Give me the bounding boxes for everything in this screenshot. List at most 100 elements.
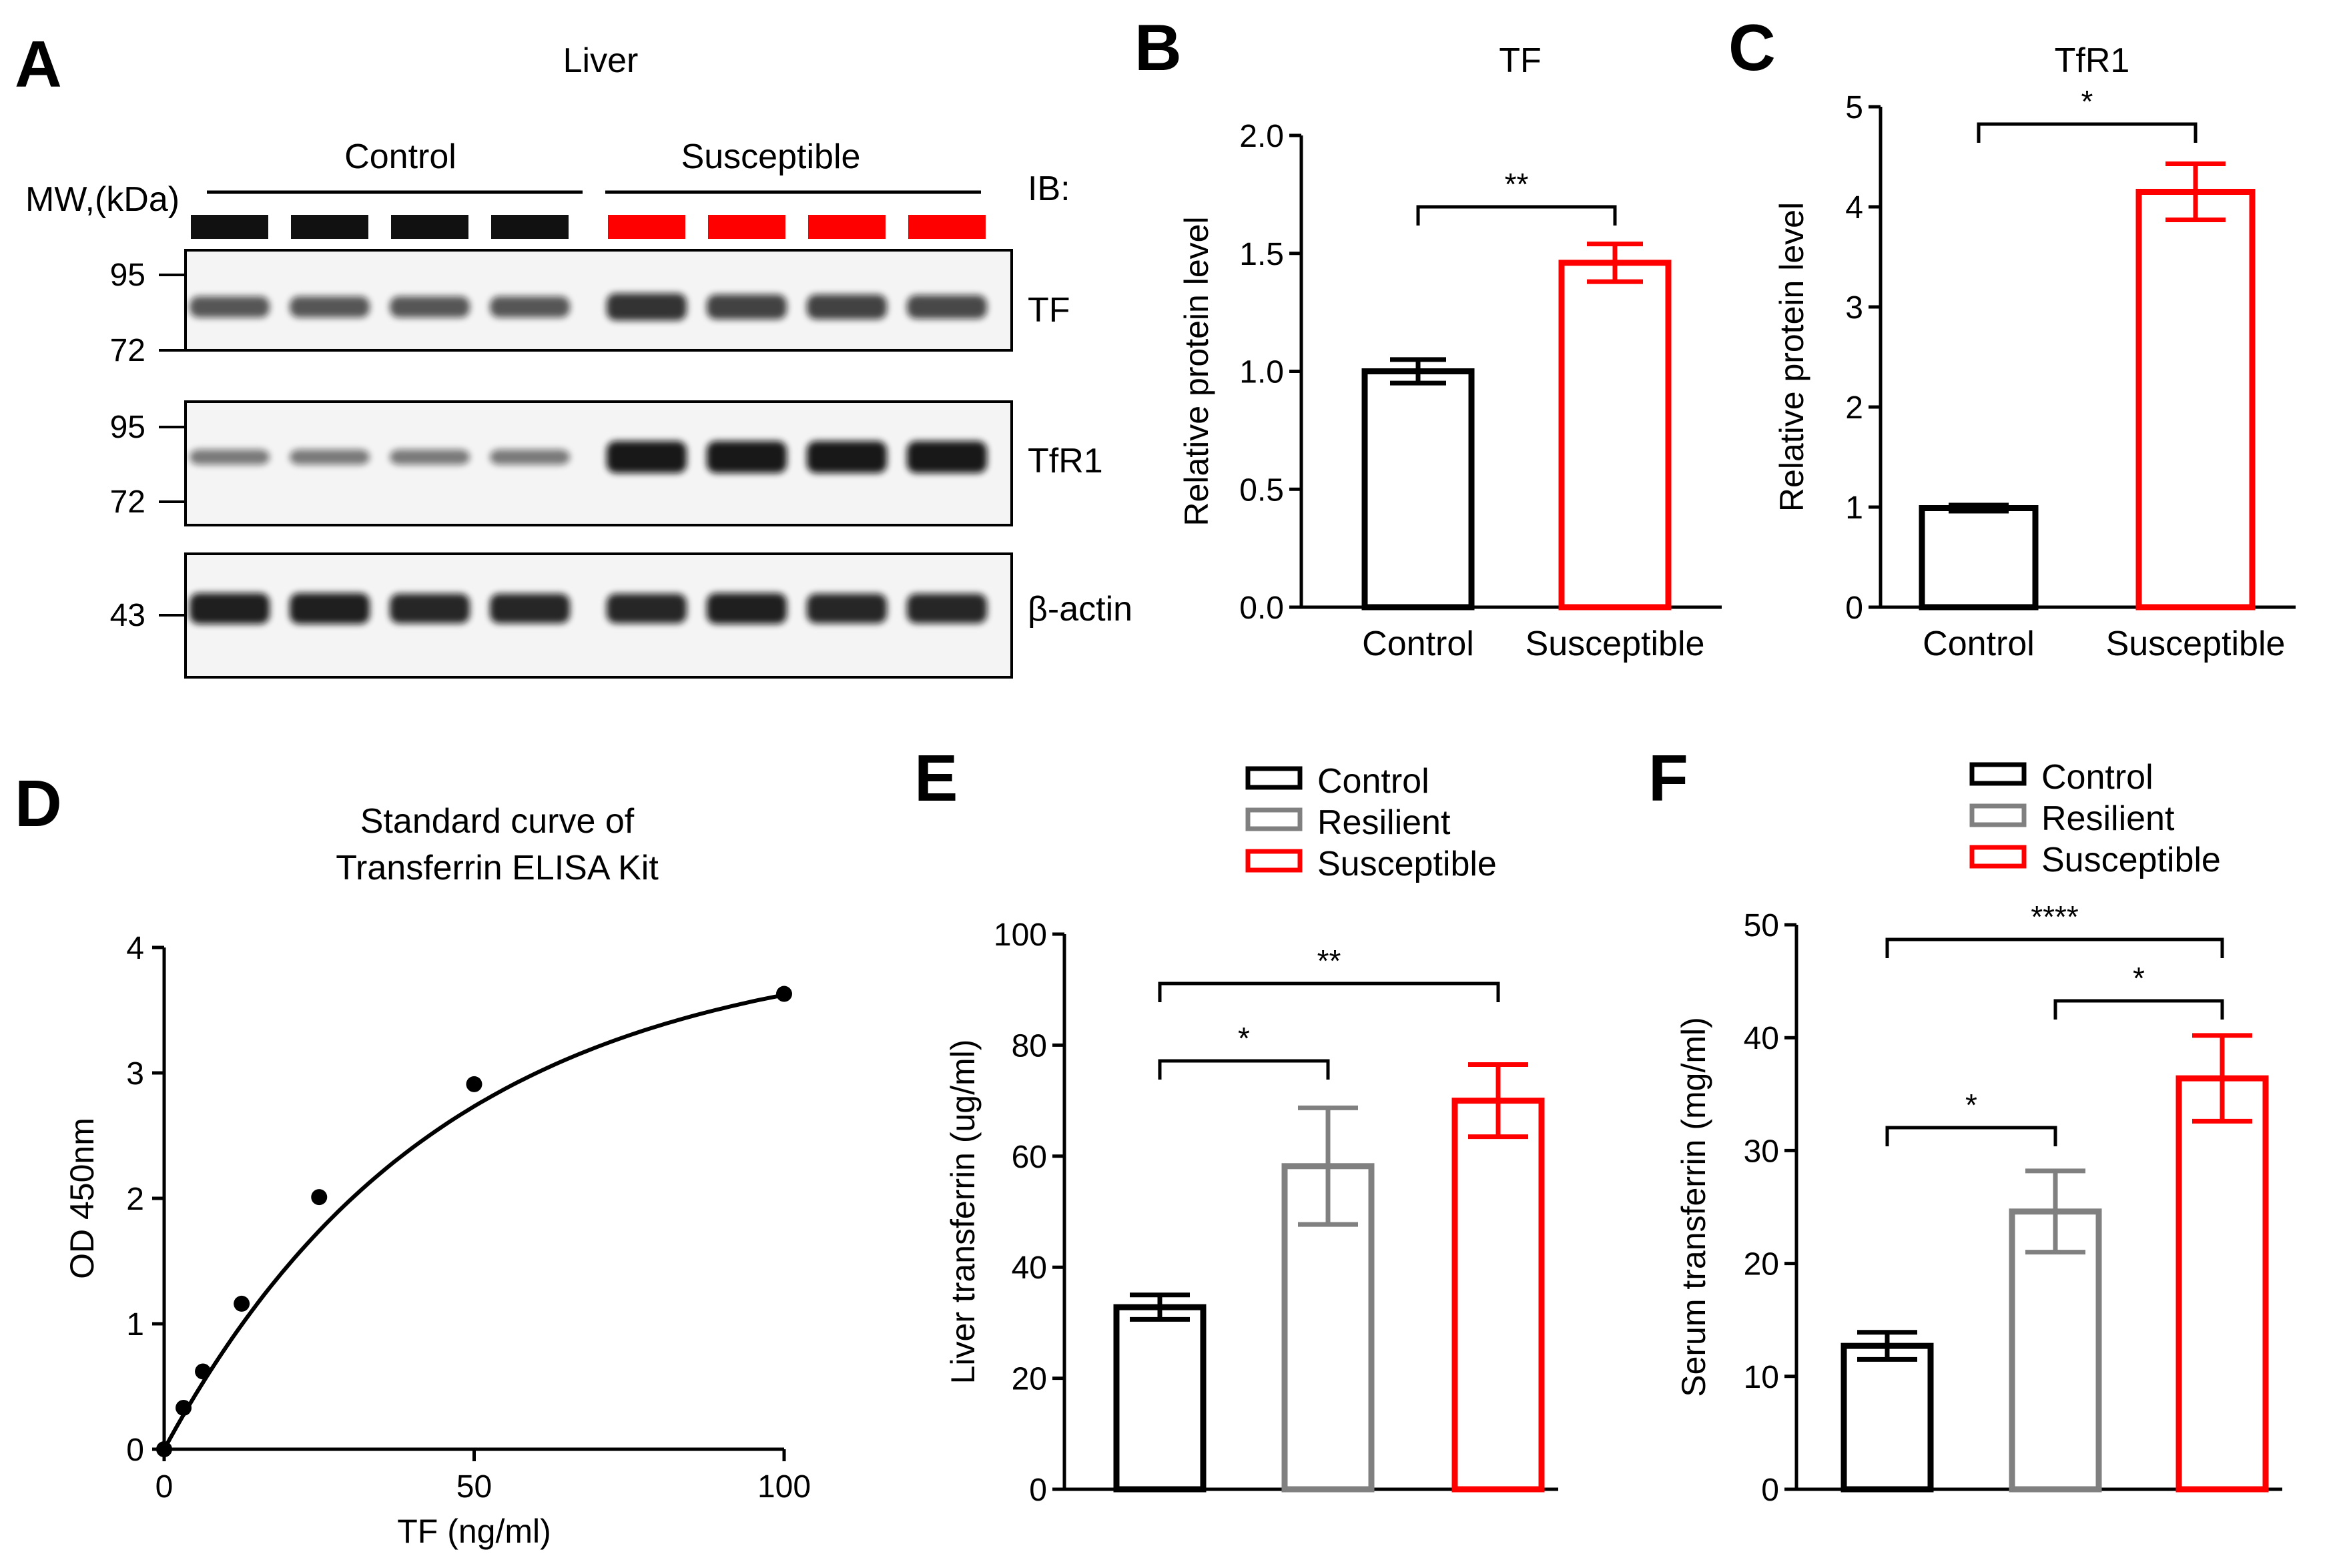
panel-c-letter: C xyxy=(1728,11,1776,84)
y-tick-label: 3 xyxy=(1845,290,1863,326)
protein-band xyxy=(490,593,570,624)
blot-label-0: TF xyxy=(1028,291,1070,330)
significance-label: * xyxy=(2133,961,2145,996)
y-tick-label: 40 xyxy=(1744,1021,1779,1056)
legend-label: Control xyxy=(2041,758,2153,797)
bar-susceptible xyxy=(1558,260,1672,611)
panel-e-letter: E xyxy=(914,741,958,815)
lane-marker-7 xyxy=(808,215,886,239)
y-axis-label: Relative protein level xyxy=(1178,216,1215,526)
protein-band xyxy=(290,296,370,318)
y-tick-label: 4 xyxy=(126,931,144,966)
protein-band xyxy=(390,593,470,624)
chart-b-title: TF xyxy=(1499,41,1542,80)
legend-swatch-resilient xyxy=(1969,803,2027,827)
mw-marker-label: 72 xyxy=(110,333,145,368)
category-label: Susceptible xyxy=(1526,625,1705,663)
protein-band xyxy=(707,593,787,625)
panel-a-letter: A xyxy=(15,27,62,101)
protein-band xyxy=(490,449,570,465)
data-point xyxy=(195,1363,212,1380)
mw-label: MW,(kDa) xyxy=(25,180,180,219)
mw-marker-label: 95 xyxy=(110,410,145,445)
protein-band xyxy=(907,593,987,624)
y-tick-label: 1.5 xyxy=(1239,237,1284,272)
panel-d-letter: D xyxy=(15,767,62,840)
protein-band xyxy=(607,293,687,321)
y-tick-label: 1.0 xyxy=(1239,355,1284,390)
significance-bracket xyxy=(2053,999,2224,1020)
standard-curve-line xyxy=(162,993,785,1451)
legend-label: Susceptible xyxy=(2041,841,2221,879)
data-point xyxy=(156,1441,172,1457)
data-point xyxy=(466,1076,482,1092)
significance-label: **** xyxy=(2031,899,2079,934)
y-tick-label: 80 xyxy=(1012,1028,1047,1064)
y-tick-label: 0 xyxy=(1029,1473,1047,1508)
y-tick-label: 2 xyxy=(126,1182,144,1217)
significance-label: * xyxy=(2081,84,2093,119)
protein-band xyxy=(290,593,370,625)
legend-swatch-control xyxy=(1969,762,2027,786)
lane-marker-1 xyxy=(191,215,268,239)
protein-band xyxy=(390,296,470,318)
protein-band xyxy=(190,449,270,465)
mw-marker-label: 43 xyxy=(110,598,145,633)
mw-marker-label: 95 xyxy=(110,258,145,293)
protein-band xyxy=(290,449,370,465)
y-axis-label: Serum transferrin (mg/ml) xyxy=(1675,1017,1712,1397)
group-label-susceptible: Susceptible xyxy=(681,137,861,176)
protein-band xyxy=(607,441,687,473)
x-tick-label: 0 xyxy=(155,1469,174,1505)
lane-marker-6 xyxy=(708,215,785,239)
y-tick-label: 2.0 xyxy=(1239,119,1284,154)
legend-label: Control xyxy=(1317,762,1429,801)
panel-c-tfr1-chart: C TfR1 0 1 2 3 4 5 Relative protein level Contr… xyxy=(1728,11,2296,663)
blot-label-1: TfR1 xyxy=(1028,442,1103,480)
group-label-control: Control xyxy=(344,137,456,176)
significance-label: * xyxy=(1238,1021,1250,1056)
protein-band xyxy=(907,441,987,473)
y-tick-label: 1 xyxy=(126,1307,144,1342)
protein-band xyxy=(907,295,987,319)
lane-marker-4 xyxy=(491,215,569,239)
protein-band xyxy=(807,593,887,624)
legend-label: Susceptible xyxy=(1317,845,1497,883)
y-tick-label: 3 xyxy=(126,1056,144,1092)
y-tick-label: 40 xyxy=(1012,1250,1047,1286)
chart-d-title-line1: Standard curve of xyxy=(360,802,635,841)
significance-label: * xyxy=(1965,1088,1977,1122)
protein-band xyxy=(707,441,787,473)
x-axis-label: TF (ng/ml) xyxy=(397,1513,551,1550)
significance-bracket xyxy=(1416,205,1617,226)
chart-c-title: TfR1 xyxy=(2055,41,2130,80)
y-axis-label: OD 450nm xyxy=(63,1118,101,1279)
legend-swatch-susceptible xyxy=(1245,849,1303,873)
y-tick-label: 100 xyxy=(994,917,1047,953)
y-tick-label: 1 xyxy=(1845,490,1863,526)
y-tick-label: 2 xyxy=(1845,390,1863,426)
y-tick-label: 4 xyxy=(1845,190,1863,226)
y-tick-label: 20 xyxy=(1744,1247,1779,1282)
lane-marker-8 xyxy=(908,215,986,239)
significance-bracket xyxy=(1158,1059,1330,1080)
protein-band xyxy=(807,294,887,320)
significance-label: ** xyxy=(1505,167,1529,202)
data-point xyxy=(776,986,792,1002)
protein-band xyxy=(707,294,787,320)
panel-b-letter: B xyxy=(1134,11,1182,84)
y-tick-label: 10 xyxy=(1744,1360,1779,1395)
y-tick-label: 0.5 xyxy=(1239,472,1284,508)
lane-marker-5 xyxy=(608,215,685,239)
panel-d-standard-curve: D Standard curve of Transferrin ELISA Ki… xyxy=(15,767,811,1550)
protein-band xyxy=(490,296,570,318)
category-label: Control xyxy=(1362,625,1474,663)
y-tick-label: 0 xyxy=(1845,591,1863,626)
data-point xyxy=(234,1295,250,1312)
blot-strips: 95 72 TF 95 72 TfR1 43 β-actin xyxy=(110,249,1132,679)
y-tick-label: 20 xyxy=(1012,1362,1047,1397)
x-tick-label: 100 xyxy=(757,1469,811,1505)
bar-susceptible xyxy=(2135,189,2256,611)
